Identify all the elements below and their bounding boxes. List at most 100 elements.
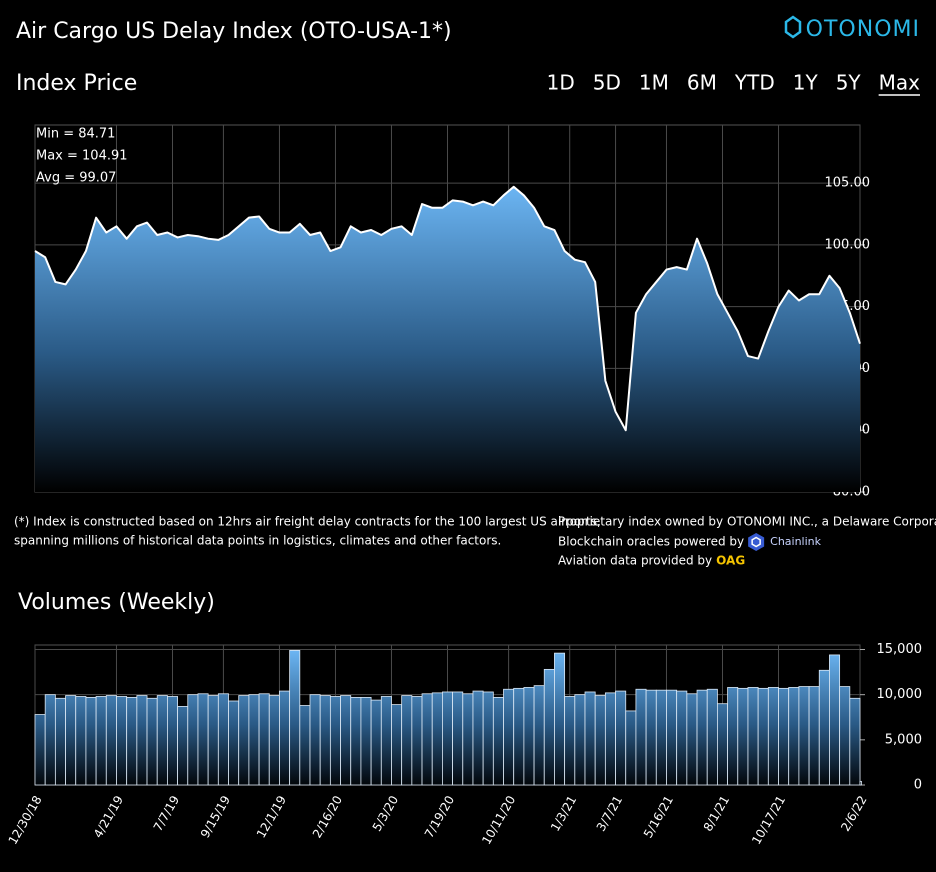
volume-bar — [584, 691, 596, 786]
y-tick-label: 100.00 — [825, 237, 871, 252]
range-button[interactable]: YTD — [734, 71, 775, 95]
volume-bar — [503, 688, 515, 786]
volume-bar — [594, 695, 606, 786]
volume-bar — [289, 650, 301, 786]
volume-bar — [299, 705, 311, 786]
volume-bar — [268, 695, 280, 786]
page-title: Air Cargo US Delay Index (OTO-USA-1*) — [16, 19, 452, 44]
volume-bar — [778, 687, 790, 786]
volume-bar — [167, 696, 178, 786]
volume-bar — [340, 695, 352, 786]
volume-bar — [798, 686, 810, 786]
volume-bar — [645, 689, 657, 786]
volume-bar — [431, 692, 443, 786]
footnotes: (*) Index is constructed based on 12hrs … — [14, 515, 936, 568]
footnote: Proprietary index owned by OTONOMI INC.,… — [558, 515, 936, 529]
x-tick-label: 8/1/21 — [701, 793, 732, 833]
logo: OTONOMI — [784, 15, 920, 42]
x-tick-label: 1/3/21 — [548, 793, 579, 833]
x-tick-label: 4/21/19 — [91, 793, 126, 840]
volume-bar — [452, 691, 464, 786]
volume-bar — [207, 695, 219, 786]
section-title: Volumes (Weekly) — [18, 590, 215, 615]
range-button[interactable]: 6M — [687, 71, 717, 95]
volume-bar — [676, 690, 688, 786]
volume-bar — [767, 687, 779, 786]
volume-bar — [187, 694, 199, 786]
section-title: Index Price — [16, 71, 137, 96]
y-tick-label: 5,000 — [885, 732, 922, 747]
range-button[interactable]: 1M — [639, 71, 669, 95]
chainlink-icon-inner — [751, 536, 761, 548]
volume-bar — [818, 669, 830, 786]
volume-bar — [513, 687, 525, 786]
volume-bar — [839, 686, 851, 786]
volume-bar — [85, 696, 97, 786]
volume-bar — [625, 710, 637, 786]
volume-bar — [319, 695, 331, 786]
x-tick-label: 10/17/21 — [749, 793, 788, 847]
chainlink-text: Chainlink — [770, 535, 822, 548]
y-tick-label: 105.00 — [825, 176, 871, 191]
volume-bar — [564, 696, 576, 786]
range-button[interactable]: 1D — [547, 71, 575, 95]
volume-bar — [258, 693, 270, 786]
volume-bar — [411, 696, 423, 786]
volume-bar — [116, 696, 128, 786]
x-tick-label: 7/7/19 — [151, 793, 182, 833]
volume-bar — [462, 693, 474, 786]
volume-bar — [238, 695, 250, 786]
volume-bar — [350, 696, 362, 786]
stat: Min = 84.71 — [36, 127, 115, 142]
volume-bar — [105, 695, 117, 786]
y-tick-label: 0 — [914, 778, 922, 793]
range-button[interactable]: 5D — [593, 71, 621, 95]
volume-bar — [482, 691, 494, 786]
volume-bar — [34, 714, 46, 786]
footnote: (*) Index is constructed based on 12hrs … — [14, 515, 601, 529]
volume-bar — [829, 654, 841, 786]
price-line — [34, 185, 861, 432]
volume-bar — [737, 687, 749, 786]
x-tick-label: 2/6/22 — [838, 793, 869, 833]
volume-bar — [615, 690, 627, 786]
x-tick-label: 2/16/20 — [310, 793, 345, 840]
range-button[interactable]: 1Y — [793, 71, 819, 95]
volume-bar — [75, 696, 87, 786]
volume-bar — [706, 688, 718, 786]
price-area — [35, 186, 860, 492]
volume-bar — [635, 688, 647, 786]
x-tick-label: 5/16/21 — [641, 793, 676, 840]
volume-bar — [217, 693, 229, 786]
x-tick-label: 10/11/20 — [479, 793, 518, 847]
volume-bar — [146, 697, 158, 786]
volume-bar — [788, 687, 800, 786]
volume-bar — [126, 696, 138, 786]
x-tick-label: 7/19/20 — [422, 793, 457, 840]
logo-icon — [784, 15, 802, 39]
chainlink-icon — [748, 533, 765, 551]
range-button[interactable]: Max — [879, 71, 921, 95]
volume-bar — [380, 696, 392, 786]
logo-text: OTONOMI — [806, 17, 920, 42]
volume-bar — [421, 693, 433, 786]
volume-bar — [523, 687, 535, 786]
oag-logo: OAG — [716, 554, 745, 568]
y-tick-label: 15,000 — [877, 642, 923, 657]
x-tick-label: 12/30/18 — [6, 793, 45, 847]
chainlink-logo: Chainlink — [748, 533, 822, 551]
volume-bar — [95, 696, 107, 786]
volume-bar — [329, 696, 341, 786]
volume-bar — [757, 687, 769, 786]
volume-bar — [604, 692, 616, 786]
volume-bar — [717, 703, 728, 786]
volume-bar — [401, 695, 413, 786]
stat: Max = 104.91 — [36, 149, 128, 164]
footnote: spanning millions of historical data poi… — [14, 534, 501, 548]
volume-bar — [666, 689, 678, 786]
range-button[interactable]: 5Y — [836, 71, 862, 95]
volume-bar — [65, 695, 77, 786]
